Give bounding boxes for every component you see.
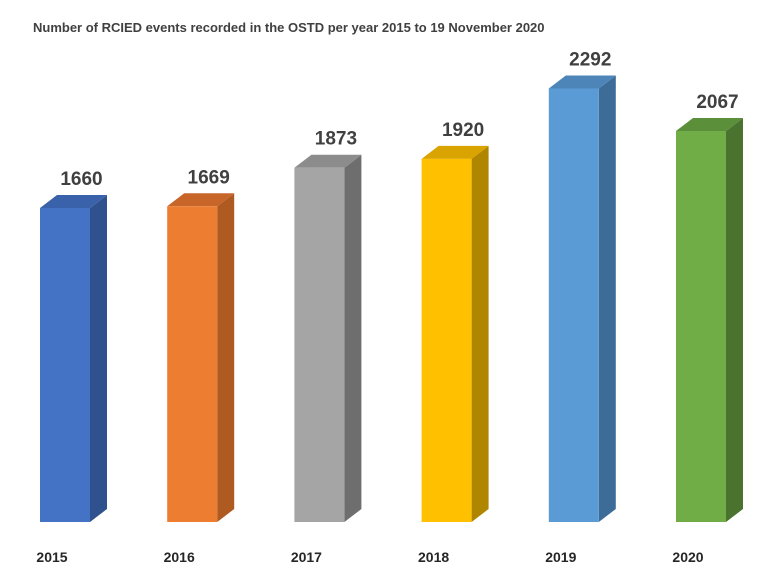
bar-2017: [294, 167, 345, 522]
bar-top-2020: [676, 118, 743, 132]
data-label-2016: 1669: [188, 167, 230, 188]
x-tick-label-2015: 2015: [36, 549, 67, 565]
bar-side-2016: [217, 193, 235, 522]
x-tick-label-2018: 2018: [418, 549, 449, 565]
x-tick-label-2019: 2019: [545, 549, 576, 565]
bar-top-2019: [548, 75, 616, 89]
data-label-2015: 1660: [60, 169, 102, 190]
bar-2015: [40, 208, 90, 522]
data-label-2019: 2292: [569, 49, 611, 70]
data-label-2017: 1873: [315, 129, 357, 150]
x-tick-label-2020: 2020: [672, 549, 703, 565]
bar-2020: [676, 131, 726, 523]
data-label-2018: 1920: [442, 120, 484, 141]
bar-2019: [548, 88, 599, 523]
bar-2018: [421, 158, 472, 522]
bar-2016: [167, 206, 218, 522]
x-tick-label-2017: 2017: [291, 549, 322, 565]
x-tick-label-2016: 2016: [164, 549, 195, 565]
bar-top-2017: [294, 154, 362, 168]
bar-side-2017: [344, 154, 362, 522]
bar-side-2018: [471, 145, 489, 522]
bar-top-2016: [167, 193, 235, 207]
chart-title: Number of RCIED events recorded in the O…: [33, 20, 545, 35]
bar-side-2015: [90, 195, 107, 522]
bar-top-2018: [421, 145, 489, 159]
bar-side-2020: [726, 118, 743, 523]
bar-top-2015: [40, 195, 107, 208]
data-label-2020: 2067: [696, 92, 738, 113]
bar-side-2019: [598, 75, 616, 523]
